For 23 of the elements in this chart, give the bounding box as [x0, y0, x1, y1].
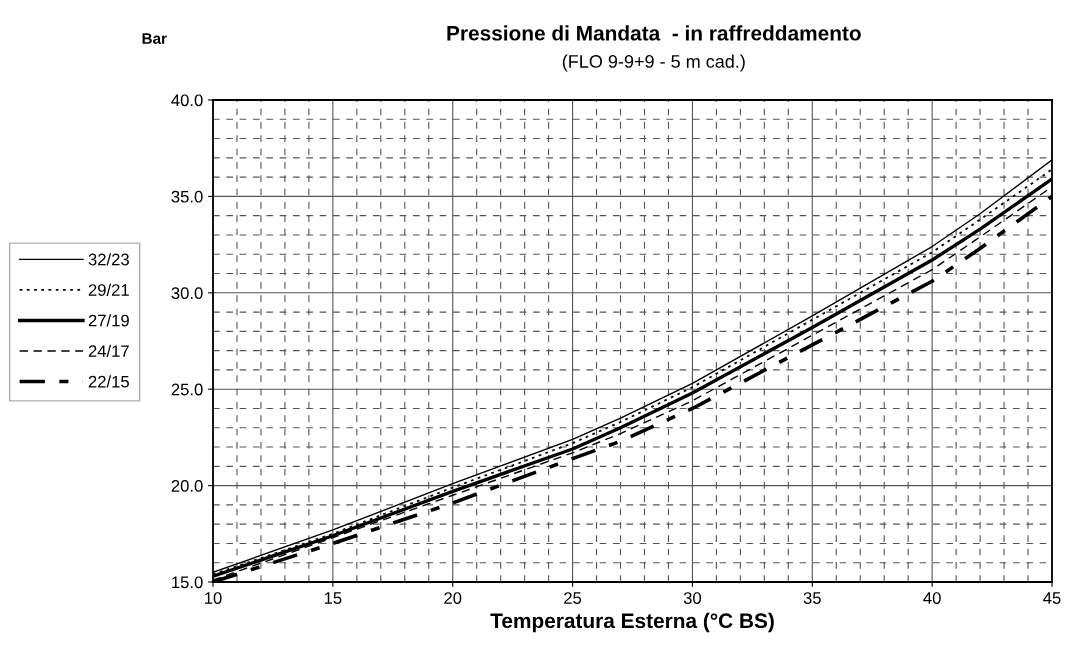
x-tick-label: 45 [1043, 592, 1061, 604]
y-tick-label: 30.0 [171, 287, 203, 299]
legend-label: 29/21 [88, 283, 129, 296]
legend-label: 27/19 [88, 314, 129, 327]
chart-title: Pressione di Mandata - in raffreddamento [447, 25, 861, 41]
legend-label: 22/15 [88, 375, 129, 388]
x-axis-title: Temperatura Esterna (°C BS) [490, 612, 774, 633]
x-tick-label: 30 [683, 592, 702, 604]
y-tick-label: 15.0 [172, 576, 203, 589]
chart-subtitle: (FLO 9-9+9 - 5 m cad.) [562, 54, 745, 72]
y-tick-label: 40.0 [171, 94, 203, 107]
legend-label: 32/23 [88, 253, 129, 266]
y-tick-label: 25.0 [171, 383, 203, 396]
x-tick-label: 10 [205, 592, 222, 604]
x-tick-label: 40 [923, 592, 941, 604]
y-tick-label: 20.0 [171, 480, 203, 492]
x-tick-label: 15 [324, 592, 342, 604]
x-tick-label: 25 [564, 592, 582, 604]
x-tick-label: 35 [803, 592, 821, 604]
legend-label: 24/17 [88, 344, 129, 358]
y-axis-title: Bar [142, 33, 167, 44]
x-tick-label: 20 [444, 592, 462, 604]
y-tick-label: 35.0 [171, 190, 203, 203]
